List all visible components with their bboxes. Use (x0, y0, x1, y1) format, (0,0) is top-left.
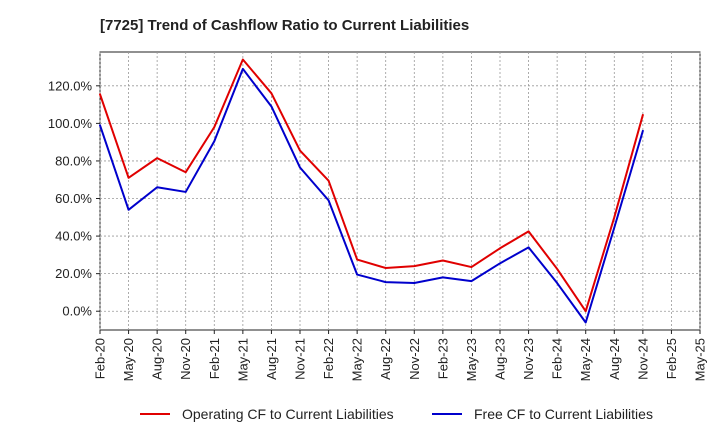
y-tick-label: 20.0% (55, 266, 92, 281)
x-tick-label: May-25 (693, 338, 708, 381)
x-tick-label: Nov-24 (635, 338, 650, 380)
x-tick-label: Feb-25 (664, 338, 679, 379)
legend: Operating CF to Current Liabilities Free … (140, 406, 653, 422)
x-tick-label: Aug-20 (150, 338, 165, 380)
plot-area (99, 51, 701, 331)
x-tick-label: Nov-20 (178, 338, 193, 380)
series-group (99, 58, 644, 324)
x-tick-label: Aug-21 (264, 338, 279, 380)
x-tick-label: Nov-23 (521, 338, 536, 380)
x-tick-label: May-23 (464, 338, 479, 381)
x-tick-label: May-20 (121, 338, 136, 381)
x-tick-label: Feb-24 (550, 338, 565, 379)
x-tick-label: Nov-22 (407, 338, 422, 380)
y-axis-ticks: 0.0% 20.0% 40.0% 60.0% 80.0% 100.0% 120.0% (48, 78, 100, 319)
y-tick-label: 40.0% (55, 229, 92, 244)
legend-label: Operating CF to Current Liabilities (182, 406, 394, 422)
x-tick-label: Feb-23 (435, 338, 450, 379)
plot-frame (99, 51, 701, 331)
x-tick-label: May-22 (350, 338, 365, 381)
x-tick-label: Feb-22 (321, 338, 336, 379)
x-tick-label: Feb-21 (207, 338, 222, 379)
grid (99, 52, 701, 330)
x-tick-label: May-24 (578, 338, 593, 381)
x-tick-label: Aug-22 (378, 338, 393, 380)
chart-title: [7725] Trend of Cashflow Ratio to Curren… (100, 17, 469, 34)
x-axis-ticks: Feb-20 May-20 Aug-20 Nov-20 Feb-21 May-21 Aug-… (93, 330, 708, 381)
series-line-operating-cf (99, 58, 644, 313)
x-tick-label: Nov-21 (293, 338, 308, 380)
x-tick-label: Aug-23 (493, 338, 508, 380)
y-tick-label: 120.0% (48, 78, 93, 93)
y-tick-label: 80.0% (55, 153, 92, 168)
y-tick-label: 0.0% (62, 304, 92, 319)
x-tick-label: Feb-20 (93, 338, 108, 379)
legend-label: Free CF to Current Liabilities (474, 406, 653, 422)
series-line-free-cf (99, 67, 644, 324)
y-tick-label: 100.0% (48, 116, 93, 131)
x-tick-label: May-21 (235, 338, 250, 381)
x-tick-label: Aug-24 (607, 338, 622, 380)
y-tick-label: 60.0% (55, 191, 92, 206)
